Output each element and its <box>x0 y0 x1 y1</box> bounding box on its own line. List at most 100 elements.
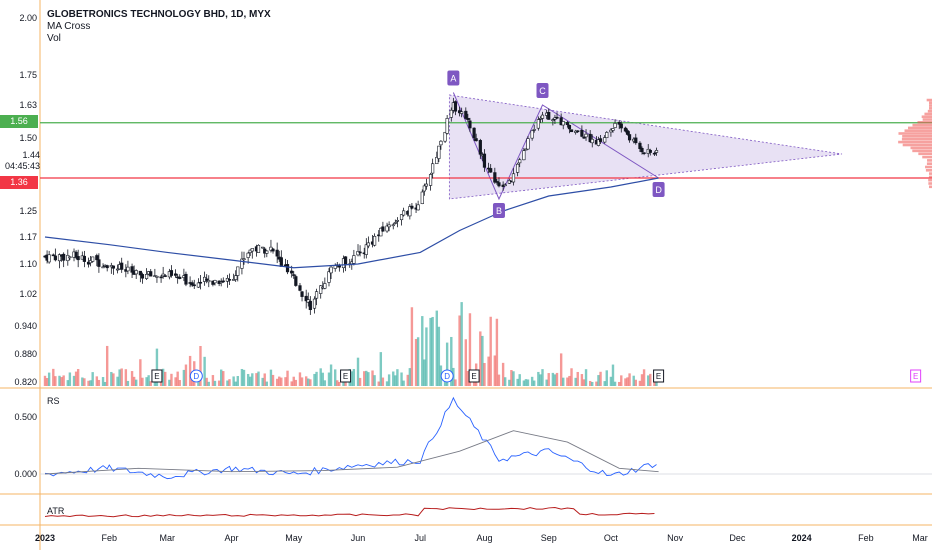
volume-bar <box>494 355 496 386</box>
volume-bar <box>46 378 48 386</box>
candle-body <box>338 266 341 267</box>
dividend-event-label: D <box>444 372 450 381</box>
volume-bar <box>577 372 579 386</box>
candle-body <box>516 164 519 172</box>
volume-bar <box>338 382 340 386</box>
volume-profile-bar <box>910 147 932 150</box>
volume-bar <box>44 376 46 386</box>
x-tick-label: Mar <box>160 533 176 543</box>
rs-y-tick-label: 0.000 <box>14 469 37 479</box>
volume-bar <box>353 369 355 386</box>
volume-bar <box>307 379 309 386</box>
candle-body <box>145 274 148 278</box>
indicator-ma-cross[interactable]: MA Cross <box>47 21 271 33</box>
volume-bar <box>641 374 643 386</box>
candle-body <box>467 118 470 119</box>
candle-body <box>222 281 225 282</box>
volume-bar <box>208 382 210 386</box>
volume-bar <box>112 373 114 386</box>
volume-bar <box>481 336 483 386</box>
candle-body <box>91 257 94 262</box>
volume-bar <box>519 374 521 386</box>
candle-body <box>489 168 492 172</box>
candle-body <box>465 111 468 118</box>
volume-bar <box>261 378 263 386</box>
candle-body <box>48 255 51 262</box>
candle-body <box>628 134 631 140</box>
volume-bar <box>89 380 91 386</box>
candle-body <box>541 115 544 118</box>
volume-bar <box>409 368 411 386</box>
volume-bar <box>328 373 330 386</box>
volume-bar <box>496 319 498 386</box>
candle-body <box>164 276 167 277</box>
volume-bar <box>131 371 133 386</box>
candle-body <box>603 138 606 143</box>
candle-body <box>149 272 152 277</box>
volume-bar <box>502 363 504 386</box>
indicator-volume[interactable]: Vol <box>47 33 271 45</box>
volume-bar <box>489 317 491 386</box>
volume-bar <box>272 375 274 386</box>
candle-body <box>649 150 652 152</box>
volume-bar <box>212 375 214 386</box>
volume-bar <box>60 377 62 386</box>
candle-body <box>523 151 526 160</box>
volume-bar <box>423 359 425 386</box>
y-tick-label: 1.17 <box>19 232 37 242</box>
candle-body <box>531 131 534 138</box>
volume-bar <box>237 376 239 386</box>
volume-bar <box>232 376 234 386</box>
y-tick-label: 0.940 <box>14 321 37 331</box>
candle-body <box>77 256 80 259</box>
volume-bar <box>280 378 282 386</box>
volume-bar <box>67 380 69 386</box>
volume-bar <box>164 372 166 386</box>
volume-bar <box>556 373 558 386</box>
candle-body <box>583 137 586 138</box>
volume-bar <box>179 380 181 386</box>
volume-bar <box>133 377 135 386</box>
volume-bar <box>510 370 512 386</box>
volume-bar <box>487 357 489 386</box>
candle-body <box>62 254 65 260</box>
earnings-event-label: E <box>913 372 918 381</box>
volume-bar <box>610 377 612 386</box>
support-price-badge: 1.36 <box>0 176 38 189</box>
x-tick-label: Aug <box>476 533 492 543</box>
candle-body <box>454 102 457 112</box>
volume-bar <box>545 380 547 386</box>
candle-body <box>576 131 579 132</box>
candle-body <box>199 282 202 283</box>
volume-bar <box>429 318 431 386</box>
candle-body <box>479 140 482 154</box>
y-tick-label: 1.75 <box>19 70 37 80</box>
candle-body <box>292 275 295 276</box>
volume-bar <box>498 375 500 386</box>
rs-pane-label: RS <box>47 396 60 406</box>
x-tick-label: Jul <box>414 533 426 543</box>
x-tick-label: Dec <box>729 533 746 543</box>
candle-body <box>120 263 123 269</box>
candle-body <box>585 134 588 137</box>
volume-bar <box>120 368 122 386</box>
rs-y-tick-label: 0.500 <box>14 412 37 422</box>
volume-bar <box>118 369 120 386</box>
volume-bar <box>299 372 301 386</box>
candle-body <box>411 206 414 208</box>
candle-body <box>639 143 642 149</box>
earnings-event-label: E <box>656 372 661 381</box>
volume-profile-bar <box>902 135 932 138</box>
candle-body <box>141 274 144 278</box>
volume-bar <box>606 370 608 386</box>
volume-bar <box>102 377 104 386</box>
volume-profile-bar <box>922 115 932 118</box>
volume-bar <box>396 369 398 386</box>
volume-bar <box>537 372 539 386</box>
volume-bar <box>591 382 593 386</box>
volume-profile-bar <box>905 129 932 132</box>
volume-bar <box>141 378 143 386</box>
volume-bar <box>255 373 257 386</box>
candle-body <box>396 220 399 221</box>
